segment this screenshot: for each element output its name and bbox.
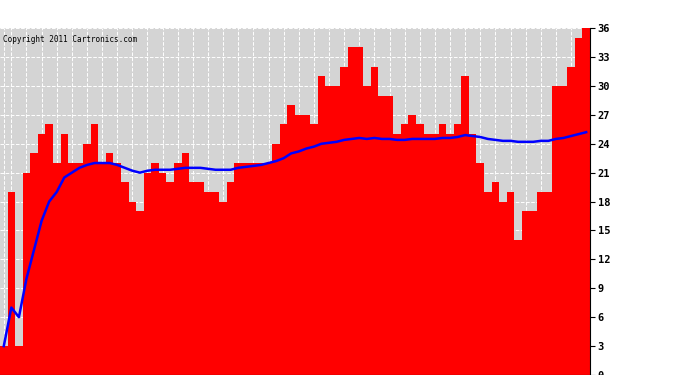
Bar (91, 124, 98, 375)
Bar (439, 124, 446, 375)
Bar (544, 192, 552, 375)
Bar (363, 86, 371, 375)
Bar (174, 163, 181, 375)
Bar (333, 86, 340, 375)
Bar (212, 192, 219, 375)
Bar (582, 28, 590, 375)
Bar (159, 172, 166, 375)
Bar (204, 192, 212, 375)
Bar (30, 153, 38, 375)
Bar (46, 124, 53, 375)
Bar (151, 163, 159, 375)
Bar (431, 134, 439, 375)
Bar (250, 163, 257, 375)
Bar (136, 211, 144, 375)
Bar (416, 124, 424, 375)
Bar (310, 124, 317, 375)
Bar (113, 163, 121, 375)
Bar (491, 182, 499, 375)
Bar (53, 163, 61, 375)
Bar (477, 163, 484, 375)
Bar (295, 115, 302, 375)
Bar (469, 134, 477, 375)
Bar (128, 202, 136, 375)
Bar (68, 163, 76, 375)
Text: Copyright 2011 Cartronics.com: Copyright 2011 Cartronics.com (3, 35, 137, 44)
Bar (273, 144, 280, 375)
Bar (166, 182, 174, 375)
Bar (484, 192, 491, 375)
Bar (242, 163, 250, 375)
Bar (219, 202, 227, 375)
Bar (317, 76, 325, 375)
Bar (567, 67, 575, 375)
Bar (408, 115, 416, 375)
Bar (83, 144, 91, 375)
Bar (386, 96, 393, 375)
Bar (181, 153, 189, 375)
Bar (106, 153, 113, 375)
Bar (424, 134, 431, 375)
Bar (355, 47, 363, 375)
Bar (280, 124, 288, 375)
Bar (98, 163, 106, 375)
Bar (348, 47, 355, 375)
Bar (506, 192, 514, 375)
Bar (197, 182, 204, 375)
Bar (15, 346, 23, 375)
Text: East Array Actual Power (red) & Running Average Power (Watts blue) Wed Feb 23 14: East Array Actual Power (red) & Running … (49, 8, 641, 21)
Bar (235, 163, 242, 375)
Bar (189, 182, 197, 375)
Bar (529, 211, 537, 375)
Bar (575, 38, 582, 375)
Bar (560, 86, 567, 375)
Bar (552, 86, 560, 375)
Bar (454, 124, 462, 375)
Bar (340, 67, 348, 375)
Bar (378, 96, 386, 375)
Bar (38, 134, 46, 375)
Bar (446, 134, 454, 375)
Bar (8, 192, 15, 375)
Bar (371, 67, 378, 375)
Bar (462, 76, 469, 375)
Bar (522, 211, 529, 375)
Bar (23, 172, 30, 375)
Bar (537, 192, 544, 375)
Bar (121, 182, 128, 375)
Bar (514, 240, 522, 375)
Bar (401, 124, 408, 375)
Bar (288, 105, 295, 375)
Bar (257, 163, 265, 375)
Bar (325, 86, 333, 375)
Bar (302, 115, 310, 375)
Bar (393, 134, 401, 375)
Bar (227, 182, 235, 375)
Bar (499, 202, 506, 375)
Bar (61, 134, 68, 375)
Bar (76, 163, 83, 375)
Bar (0, 346, 8, 375)
Bar (144, 172, 151, 375)
Bar (265, 163, 273, 375)
